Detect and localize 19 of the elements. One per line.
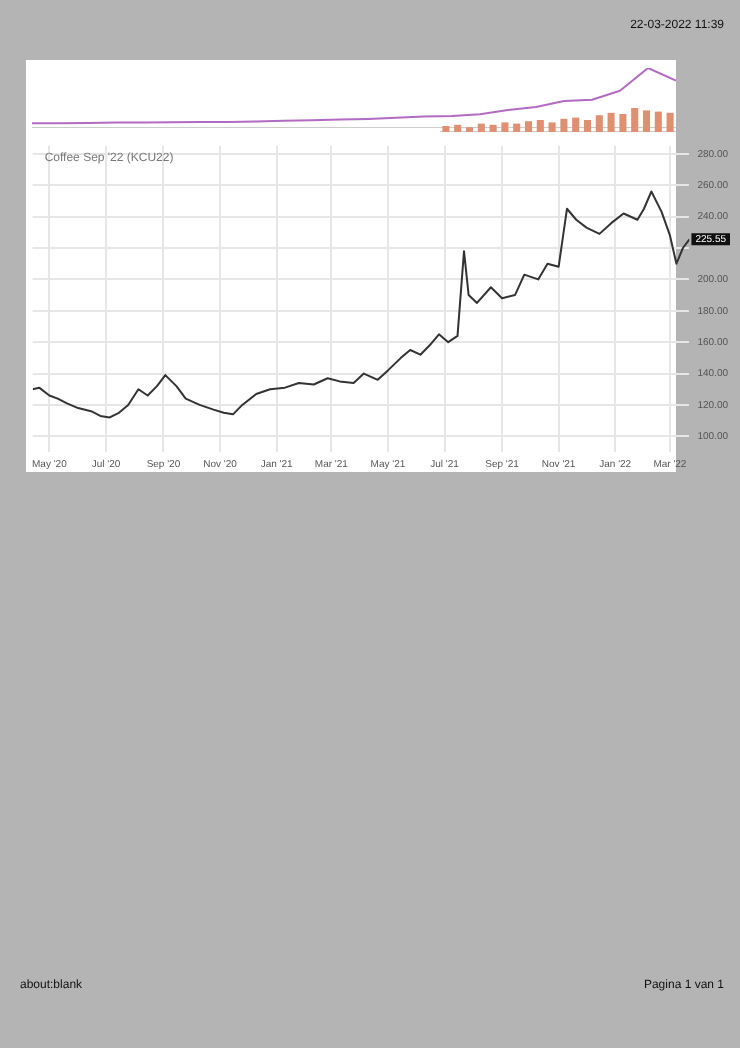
bar [454, 124, 462, 132]
bar [513, 123, 521, 132]
bar [666, 112, 674, 132]
bar [654, 111, 662, 132]
bar [572, 117, 580, 132]
bar [442, 126, 450, 132]
bar [501, 122, 509, 132]
bar [536, 120, 544, 132]
bar [642, 110, 651, 132]
bar [595, 115, 603, 132]
bar [607, 112, 615, 132]
bar [524, 121, 533, 132]
bar [489, 124, 497, 132]
bar [548, 122, 556, 132]
bar [560, 118, 568, 132]
bar [477, 123, 485, 132]
bar [631, 108, 639, 132]
bar [583, 120, 592, 132]
bar [619, 114, 627, 132]
